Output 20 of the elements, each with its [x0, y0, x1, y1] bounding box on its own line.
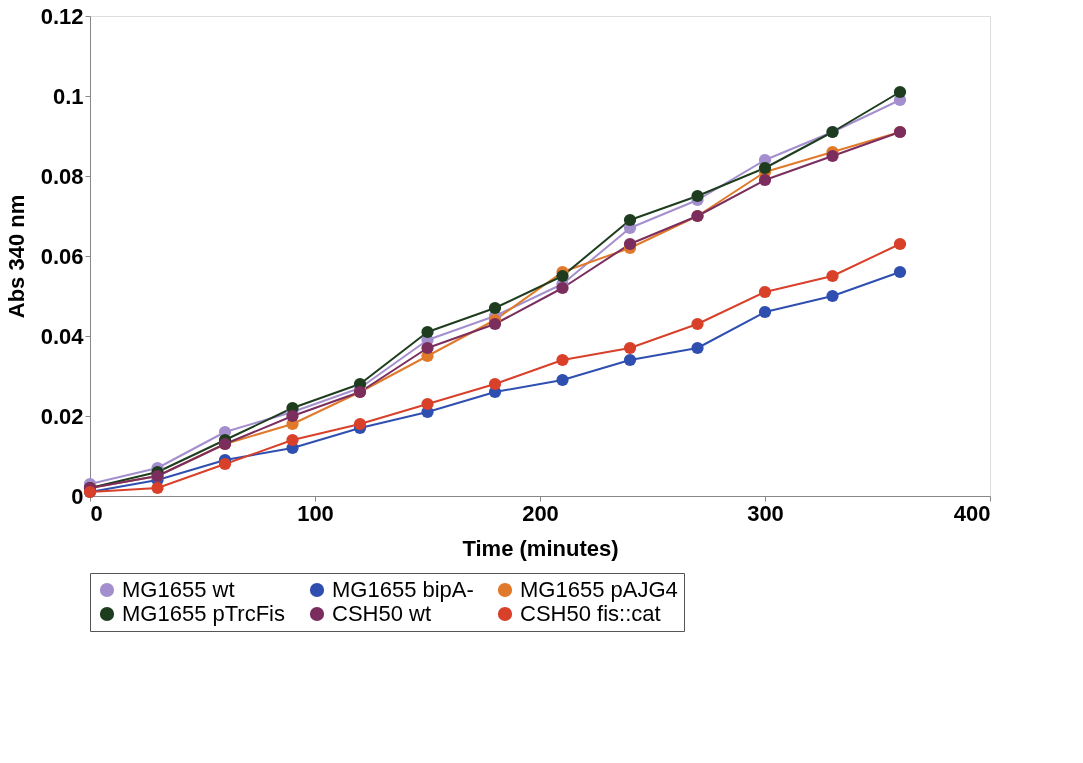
x-axis-title: Time (minutes) [462, 535, 619, 561]
legend-label: MG1655 pAJG4 [520, 577, 678, 602]
x-tick-label: 300 [747, 500, 784, 526]
y-tick-label: 0.08 [40, 163, 84, 189]
x-tick-label: 400 [953, 500, 991, 526]
y-tick-label: 0.02 [40, 403, 84, 429]
x-tick-label: 200 [522, 500, 559, 526]
y-tick-label: 0.06 [40, 243, 84, 269]
x-tick-label: 100 [297, 500, 334, 526]
legend-label: MG1655 pTrcFis [122, 601, 286, 626]
legend-label: CSH50 wt [332, 601, 432, 626]
legend-label: CSH50 fis::cat [520, 601, 661, 626]
y-tick-label: 0.12 [40, 3, 84, 29]
legend-label: MG1655 wt [122, 577, 235, 602]
y-tick-label: 0 [71, 483, 84, 509]
legend-label: MG1655 bipA- [332, 577, 474, 602]
y-tick-label: 0.04 [40, 323, 85, 349]
x-tick-label: 0 [90, 500, 103, 526]
y-tick-label: 0.1 [52, 83, 84, 109]
y-axis-title: Abs 340 nm [3, 194, 29, 319]
